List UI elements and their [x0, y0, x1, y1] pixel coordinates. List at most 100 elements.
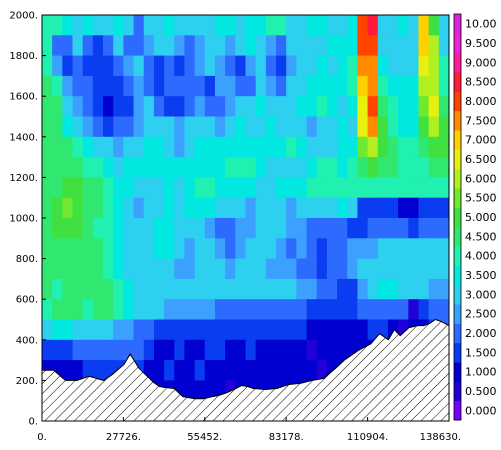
contour-cell — [184, 197, 196, 219]
contour-cell — [235, 96, 247, 118]
contour-cell — [103, 116, 114, 138]
contour-cell — [276, 157, 287, 178]
contour-cell — [276, 15, 287, 36]
contour-cell — [316, 197, 328, 219]
contour-cell — [103, 278, 114, 300]
contour-cell — [387, 177, 399, 199]
contour-cell — [143, 75, 155, 97]
contour-cell — [428, 75, 440, 97]
colorbar-swatch — [454, 72, 461, 92]
colorbar-label: 3.500 — [465, 269, 497, 282]
contour-cell — [377, 197, 389, 219]
contour-cell — [367, 299, 379, 321]
contour-cell — [306, 360, 318, 381]
contour-cell — [286, 157, 297, 178]
contour-cell — [347, 55, 359, 77]
contour-cell — [367, 96, 379, 118]
contour-cell — [184, 278, 196, 300]
contour-cell — [103, 258, 114, 280]
contour-cell — [377, 319, 389, 341]
contour-cell — [164, 157, 175, 178]
contour-cell — [438, 238, 449, 260]
contour-cell — [174, 360, 186, 381]
contour-cell — [398, 238, 409, 260]
contour-cell — [184, 319, 196, 341]
contour-cell — [428, 96, 440, 118]
contour-cell — [214, 360, 226, 381]
contour-cell — [316, 218, 328, 239]
contour-cell — [316, 116, 328, 138]
contour-cell — [72, 278, 84, 300]
x-tick-label: 55452. — [187, 432, 222, 443]
contour-cell — [184, 380, 196, 402]
contour-cell — [92, 75, 104, 97]
contour-cell — [235, 258, 247, 280]
contour-cell — [326, 258, 338, 280]
colorbar-label: 10.00 — [465, 18, 497, 31]
contour-cell — [326, 177, 338, 199]
contour-cell — [418, 75, 430, 97]
contour-cell — [174, 319, 186, 341]
contour-cell — [286, 75, 297, 97]
contour-cell — [194, 55, 206, 77]
contour-cell — [52, 278, 63, 300]
contour-cell — [143, 15, 155, 36]
contour-cell — [337, 116, 348, 138]
contour-cell — [296, 96, 308, 118]
contour-cell — [103, 15, 114, 36]
contour-cell — [113, 75, 125, 97]
contour-cell — [103, 197, 114, 219]
contour-cell — [326, 218, 338, 239]
contour-cell — [255, 136, 267, 158]
contour-cell — [103, 319, 114, 341]
contour-cell — [357, 35, 369, 57]
contour-cell — [408, 278, 420, 300]
contour-cell — [387, 238, 399, 260]
contour-cell — [153, 258, 165, 280]
contour-cell — [255, 75, 267, 97]
contour-cell — [133, 55, 145, 77]
contour-cell — [337, 197, 348, 219]
contour-cell — [225, 15, 236, 36]
contour-cell — [398, 299, 409, 321]
contour-cell — [418, 299, 430, 321]
contour-cell — [42, 136, 53, 158]
colorbar-label: 0.000 — [465, 404, 497, 417]
contour-cell — [276, 278, 287, 300]
contour-cell — [92, 157, 104, 178]
contour-cell — [367, 278, 379, 300]
contour-cell — [82, 360, 94, 381]
contour-cell — [296, 278, 308, 300]
contour-cell — [276, 360, 287, 381]
contour-cell — [347, 258, 359, 280]
contour-cell — [174, 15, 186, 36]
contour-cell — [72, 136, 84, 158]
contour-cell — [398, 96, 409, 118]
contour-cell — [184, 360, 196, 381]
contour-cell — [82, 339, 94, 361]
y-tick-label: 2000. — [9, 11, 38, 22]
contour-cell — [194, 319, 206, 341]
contour-cell — [82, 116, 94, 138]
contour-cell — [214, 197, 226, 219]
contour-cell — [357, 197, 369, 219]
contour-cell — [306, 218, 318, 239]
contour-cell — [103, 218, 114, 239]
contour-cell — [286, 15, 297, 36]
contour-cell — [204, 177, 216, 199]
contour-cell — [92, 299, 104, 321]
contour-cell — [347, 299, 359, 321]
contour-cell — [123, 55, 135, 77]
contour-cell — [194, 96, 206, 118]
contour-cell — [113, 197, 125, 219]
contour-cell — [113, 299, 125, 321]
contour-cell — [72, 35, 84, 57]
contour-cell — [62, 197, 74, 219]
contour-cell — [316, 278, 328, 300]
contour-cell — [214, 35, 226, 57]
contour-cell — [357, 319, 369, 341]
colorbar-frame — [453, 13, 462, 421]
colorbar-swatch — [454, 52, 461, 73]
contour-cell — [306, 177, 318, 199]
contour-cell — [225, 197, 236, 219]
